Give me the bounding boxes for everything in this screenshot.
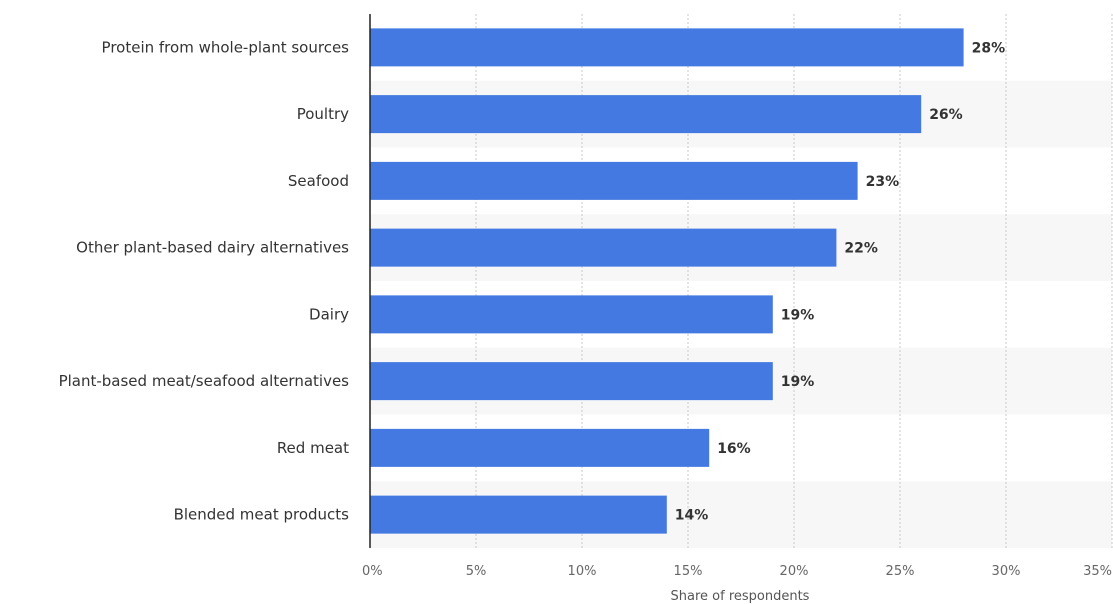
x-tick-labels: 0% 5% 10% 15% 20% 25% 30% 35% — [362, 564, 1112, 579]
x-tick-label: 20% — [780, 564, 809, 579]
bar — [370, 28, 964, 67]
x-tick-label: 0% — [362, 564, 383, 579]
category-label: Red meat — [277, 439, 349, 457]
category-labels: Protein from whole-plant sources Poultry S… — [59, 38, 350, 523]
value-label: 19% — [781, 307, 815, 323]
category-label: Blended meat products — [174, 506, 350, 524]
value-label: 16% — [717, 441, 751, 457]
x-axis-title: Share of respondents — [671, 589, 810, 604]
x-tick-label: 35% — [1083, 564, 1112, 579]
bar — [370, 495, 667, 534]
bar — [370, 362, 773, 401]
x-tick-label: 15% — [674, 564, 703, 579]
category-label: Protein from whole-plant sources — [102, 38, 350, 56]
category-label: Dairy — [309, 305, 349, 323]
x-tick-label: 5% — [466, 564, 487, 579]
value-label: 28% — [972, 40, 1006, 56]
bar — [370, 428, 710, 467]
bar — [370, 95, 922, 134]
x-tick-label: 30% — [992, 564, 1021, 579]
value-labels: 28% 26% 23% 22% 19% 19% 16% 14% — [675, 40, 1005, 523]
x-tick-label: 25% — [886, 564, 915, 579]
bar — [370, 161, 858, 200]
category-label: Plant-based meat/seafood alternatives — [59, 372, 350, 390]
category-label: Other plant-based dairy alternatives — [76, 239, 349, 257]
value-label: 26% — [929, 107, 963, 123]
value-label: 14% — [675, 508, 709, 524]
bars — [370, 28, 964, 534]
category-label: Poultry — [297, 105, 349, 123]
value-label: 19% — [781, 374, 815, 390]
category-label: Seafood — [288, 172, 349, 190]
value-label: 22% — [844, 241, 878, 257]
value-label: 23% — [866, 174, 900, 190]
bar — [370, 228, 837, 267]
x-tick-label: 10% — [568, 564, 597, 579]
bar — [370, 295, 773, 334]
